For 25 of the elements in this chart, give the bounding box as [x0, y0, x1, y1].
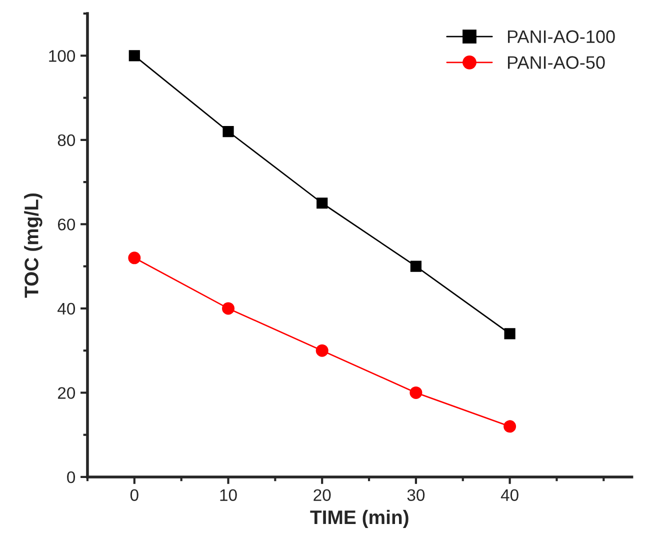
point	[410, 260, 422, 272]
point	[222, 302, 235, 315]
y-tick-label: 80	[58, 134, 76, 146]
point	[128, 252, 141, 264]
legend-label: PANI-AO-100	[508, 30, 615, 44]
y-tick-label: 40	[58, 302, 76, 315]
point	[316, 344, 328, 357]
point	[504, 420, 516, 433]
x-tick-label: 10	[220, 489, 237, 502]
x-tick-label: 30	[407, 489, 425, 502]
point	[504, 328, 516, 340]
x-tick-label: 20	[314, 489, 331, 502]
y-tick-label: 0	[67, 471, 76, 484]
point	[128, 50, 140, 62]
x-axis-title: TIME (min)	[310, 510, 408, 528]
point	[222, 126, 234, 138]
legend-label: PANI-AO-50	[508, 56, 605, 69]
x-tick-label: 40	[500, 489, 518, 502]
point	[316, 198, 328, 209]
point	[410, 386, 422, 399]
y-tick-label: 100	[49, 50, 76, 62]
y-tick-label: 60	[58, 218, 76, 230]
y-axis-title: TOC (mg/L)	[24, 193, 42, 298]
x-tick-label: 0	[130, 489, 138, 502]
y-tick-label: 20	[58, 387, 76, 399]
